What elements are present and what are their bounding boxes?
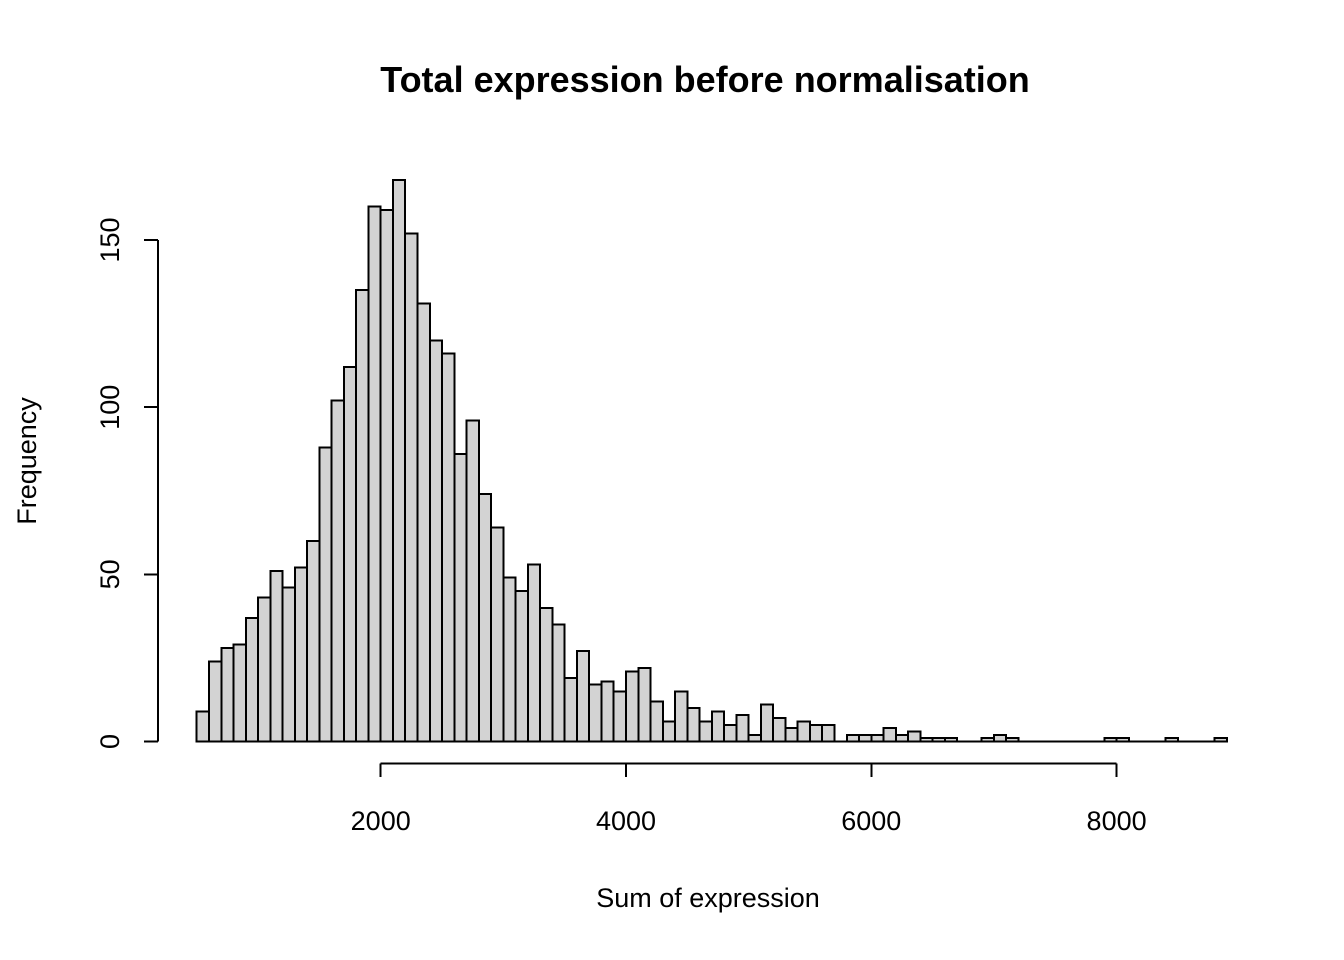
histogram-bar [980, 737, 995, 743]
histogram-bar [391, 178, 407, 743]
histogram-bar [1164, 737, 1179, 743]
histogram-bar [539, 606, 554, 743]
histogram-bar [269, 569, 284, 743]
histogram-bar [441, 352, 456, 743]
histogram-bar [575, 650, 591, 743]
histogram-bar [281, 586, 296, 743]
histogram-bar [845, 733, 861, 743]
histogram-bar [710, 710, 726, 743]
histogram-bar [784, 727, 799, 743]
histogram-bar [404, 232, 419, 743]
histogram-bar [342, 366, 358, 743]
histogram-bar [772, 717, 787, 743]
x-tick-label: 8000 [1087, 806, 1147, 836]
histogram-bar [257, 596, 272, 743]
y-axis-ticks [144, 239, 158, 743]
histogram-bar [674, 690, 689, 743]
histogram-bar [514, 590, 529, 743]
x-tick-label: 4000 [596, 806, 656, 836]
histogram-bar [526, 563, 542, 743]
histogram-bar [796, 720, 811, 743]
histogram-bar [220, 646, 235, 743]
histogram-bar [870, 733, 885, 743]
histogram-bar [747, 733, 762, 743]
x-axis-label: Sum of expression [596, 883, 820, 913]
histogram-bar [1005, 737, 1020, 743]
histogram-bar [588, 683, 603, 743]
histogram-bar [453, 452, 468, 743]
histogram-bar [232, 643, 247, 743]
histogram-bar [637, 666, 652, 743]
histogram-bar [919, 737, 934, 743]
histogram-bar [943, 737, 959, 743]
histogram-bar [992, 733, 1008, 743]
histogram-bar [367, 205, 382, 743]
histogram-bar [293, 566, 309, 743]
x-axis-ticks [379, 763, 1118, 777]
y-tick-label: 100 [95, 385, 125, 430]
histogram-bar [723, 723, 738, 743]
histogram-bar [907, 730, 922, 743]
histogram-bar [625, 670, 640, 743]
histogram-bar [612, 690, 627, 743]
histogram-bar [465, 419, 480, 743]
y-tick-labels: 0 50 100 150 [95, 217, 125, 749]
histogram-bar [318, 446, 333, 743]
histogram-bar [490, 526, 505, 743]
histogram-bar [416, 302, 431, 743]
x-tick-label: 6000 [841, 806, 901, 836]
histogram-bar [244, 616, 260, 743]
histogram-bar [330, 399, 345, 743]
histogram-bar [1213, 737, 1228, 743]
histogram-bar [686, 707, 701, 743]
histogram-bar [821, 723, 836, 743]
y-tick-label: 50 [95, 559, 125, 589]
histogram-bar [1103, 737, 1118, 743]
histogram-bar [759, 703, 775, 743]
histogram-bar [207, 660, 223, 743]
histogram-bar [894, 733, 910, 743]
histogram-bars [195, 178, 1228, 743]
histogram-bar [858, 733, 873, 743]
x-tick-label: 2000 [351, 806, 411, 836]
histogram-bar [661, 720, 677, 743]
histogram-bar [195, 710, 210, 743]
histogram-bar [551, 623, 566, 743]
histogram-bar [1115, 737, 1130, 743]
histogram-bar [808, 723, 824, 743]
histogram-bar [355, 289, 370, 743]
histogram-bar [931, 737, 946, 743]
histogram-bar [882, 727, 897, 743]
histogram-bar [600, 680, 615, 743]
y-tick-label: 0 [95, 734, 125, 749]
histogram-bar [379, 208, 394, 743]
histogram-bar [428, 339, 444, 743]
histogram-bar [563, 676, 578, 743]
chart-title: Total expression before normalisation [380, 59, 1029, 100]
y-axis-label: Frequency [12, 397, 42, 525]
histogram-bar [477, 493, 493, 743]
x-tick-labels: 2000 4000 6000 8000 [351, 806, 1147, 836]
histogram-bar [649, 700, 664, 743]
histogram-bar [735, 713, 750, 743]
y-tick-label: 150 [95, 217, 125, 262]
histogram-bar [502, 576, 517, 743]
histogram-bar [306, 539, 321, 743]
histogram-bar [698, 720, 713, 743]
